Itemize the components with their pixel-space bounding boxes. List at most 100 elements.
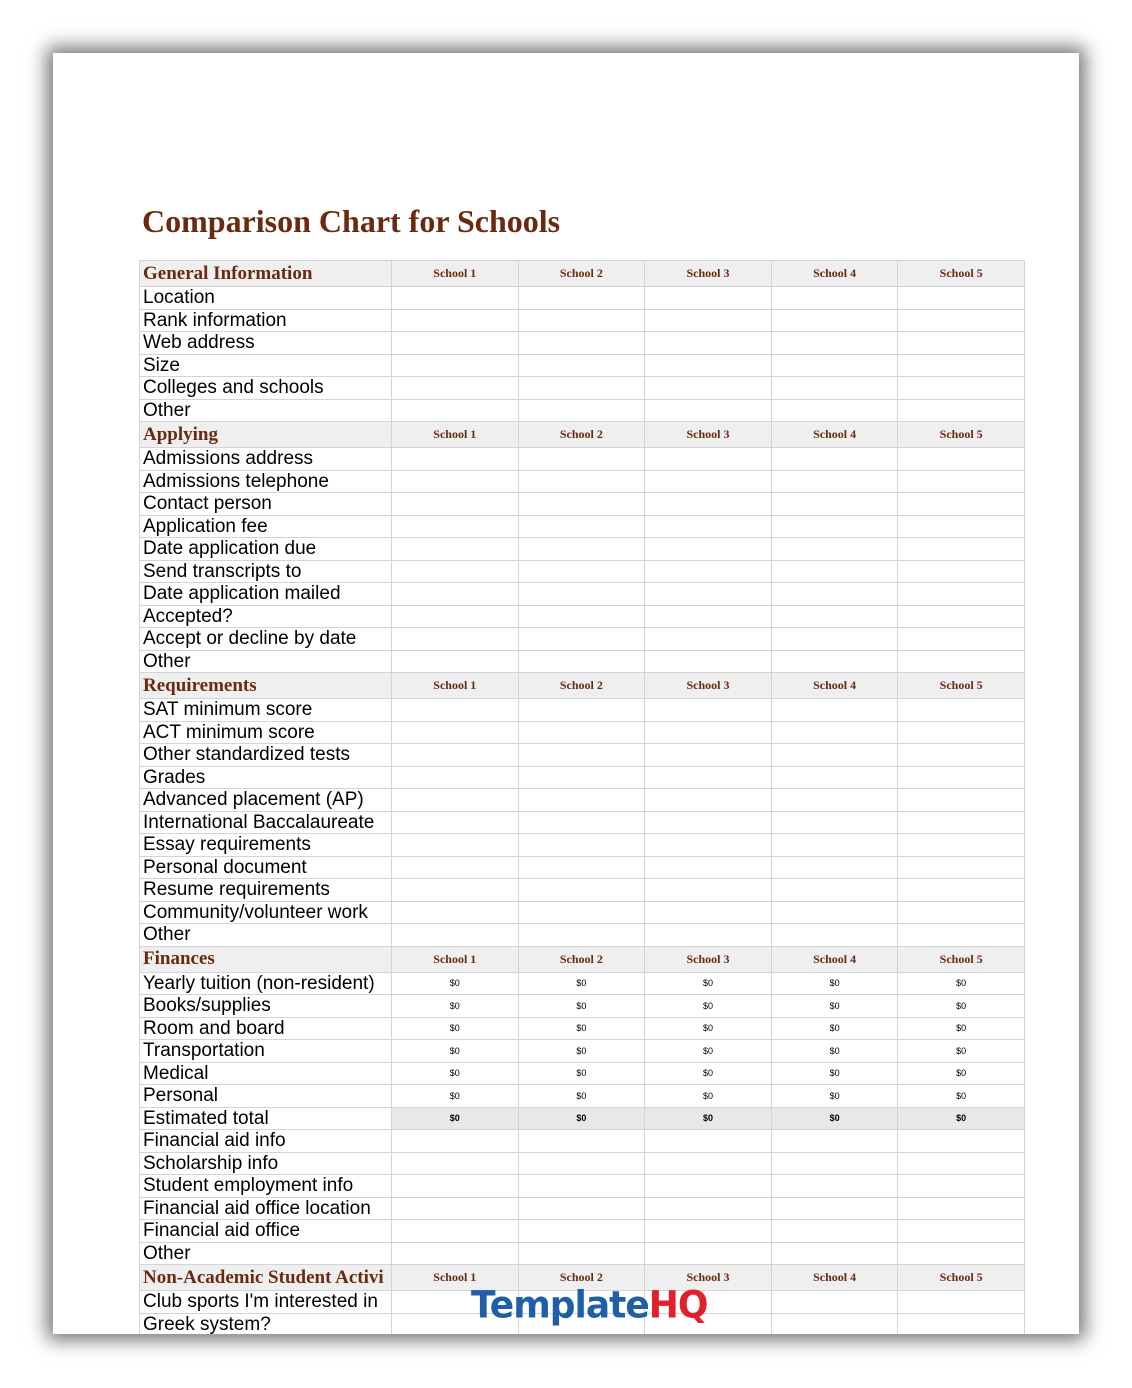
- value-cell[interactable]: $0: [897, 1016, 1025, 1040]
- value-cell[interactable]: $0: [897, 1039, 1025, 1063]
- value-cell[interactable]: [644, 649, 772, 673]
- value-cell[interactable]: [897, 833, 1025, 857]
- value-cell[interactable]: [517, 376, 646, 400]
- value-cell[interactable]: $0: [517, 1039, 646, 1063]
- value-cell[interactable]: [644, 559, 772, 583]
- value-cell[interactable]: [897, 810, 1025, 834]
- value-cell[interactable]: [770, 286, 899, 310]
- value-cell[interactable]: [644, 582, 772, 606]
- value-cell[interactable]: [770, 604, 899, 628]
- value-cell[interactable]: [517, 398, 646, 422]
- value-cell[interactable]: [391, 398, 519, 422]
- value-cell[interactable]: [770, 900, 899, 924]
- value-cell[interactable]: [644, 923, 772, 947]
- value-cell[interactable]: [644, 398, 772, 422]
- value-cell[interactable]: [391, 1174, 519, 1198]
- value-cell[interactable]: [391, 469, 519, 493]
- value-cell[interactable]: [517, 353, 646, 377]
- value-cell[interactable]: [644, 788, 772, 812]
- value-cell[interactable]: [517, 698, 646, 722]
- value-cell[interactable]: [644, 1174, 772, 1198]
- value-cell[interactable]: [897, 447, 1025, 471]
- value-cell[interactable]: [517, 447, 646, 471]
- value-cell[interactable]: [517, 469, 646, 493]
- value-cell[interactable]: [644, 698, 772, 722]
- value-cell[interactable]: [517, 1174, 646, 1198]
- value-cell[interactable]: [770, 833, 899, 857]
- value-cell[interactable]: [770, 698, 899, 722]
- value-cell[interactable]: $0: [391, 1039, 519, 1063]
- value-cell[interactable]: [644, 855, 772, 879]
- value-cell[interactable]: [391, 627, 519, 651]
- value-cell[interactable]: $0: [517, 1106, 646, 1130]
- value-cell[interactable]: [391, 582, 519, 606]
- value-cell[interactable]: [517, 788, 646, 812]
- value-cell[interactable]: [644, 627, 772, 651]
- value-cell[interactable]: [644, 353, 772, 377]
- value-cell[interactable]: [517, 1151, 646, 1175]
- value-cell[interactable]: [391, 1129, 519, 1153]
- value-cell[interactable]: $0: [391, 1106, 519, 1130]
- value-cell[interactable]: $0: [391, 1016, 519, 1040]
- value-cell[interactable]: [770, 627, 899, 651]
- value-cell[interactable]: [770, 923, 899, 947]
- value-cell[interactable]: [770, 469, 899, 493]
- value-cell[interactable]: [897, 1219, 1025, 1243]
- value-cell[interactable]: [644, 514, 772, 538]
- value-cell[interactable]: [391, 286, 519, 310]
- value-cell[interactable]: [897, 308, 1025, 332]
- value-cell[interactable]: [897, 627, 1025, 651]
- value-cell[interactable]: [391, 604, 519, 628]
- value-cell[interactable]: [391, 353, 519, 377]
- value-cell[interactable]: [644, 720, 772, 744]
- value-cell[interactable]: [644, 833, 772, 857]
- value-cell[interactable]: [770, 331, 899, 355]
- value-cell[interactable]: [770, 1219, 899, 1243]
- value-cell[interactable]: [897, 286, 1025, 310]
- value-cell[interactable]: [517, 720, 646, 744]
- value-cell[interactable]: [517, 1129, 646, 1153]
- value-cell[interactable]: [644, 286, 772, 310]
- value-cell[interactable]: [517, 286, 646, 310]
- value-cell[interactable]: [644, 743, 772, 767]
- value-cell[interactable]: [770, 1196, 899, 1220]
- value-cell[interactable]: [897, 788, 1025, 812]
- value-cell[interactable]: $0: [770, 1039, 899, 1063]
- value-cell[interactable]: [770, 376, 899, 400]
- value-cell[interactable]: [770, 492, 899, 516]
- value-cell[interactable]: [391, 923, 519, 947]
- value-cell[interactable]: [770, 1241, 899, 1265]
- value-cell[interactable]: [897, 1241, 1025, 1265]
- value-cell[interactable]: [517, 743, 646, 767]
- value-cell[interactable]: $0: [517, 994, 646, 1018]
- value-cell[interactable]: [897, 720, 1025, 744]
- value-cell[interactable]: $0: [391, 1084, 519, 1108]
- value-cell[interactable]: [897, 878, 1025, 902]
- value-cell[interactable]: [897, 698, 1025, 722]
- value-cell[interactable]: $0: [770, 1016, 899, 1040]
- value-cell[interactable]: $0: [391, 971, 519, 995]
- value-cell[interactable]: $0: [897, 1084, 1025, 1108]
- value-cell[interactable]: [391, 855, 519, 879]
- value-cell[interactable]: [644, 765, 772, 789]
- value-cell[interactable]: [897, 765, 1025, 789]
- value-cell[interactable]: [897, 514, 1025, 538]
- value-cell[interactable]: [644, 1196, 772, 1220]
- value-cell[interactable]: [897, 1174, 1025, 1198]
- value-cell[interactable]: $0: [644, 1039, 772, 1063]
- value-cell[interactable]: [897, 331, 1025, 355]
- value-cell[interactable]: [770, 559, 899, 583]
- value-cell[interactable]: [644, 900, 772, 924]
- value-cell[interactable]: [897, 559, 1025, 583]
- value-cell[interactable]: $0: [391, 1061, 519, 1085]
- value-cell[interactable]: [644, 447, 772, 471]
- value-cell[interactable]: [644, 308, 772, 332]
- value-cell[interactable]: $0: [644, 994, 772, 1018]
- value-cell[interactable]: [770, 398, 899, 422]
- value-cell[interactable]: $0: [517, 971, 646, 995]
- value-cell[interactable]: [770, 1151, 899, 1175]
- value-cell[interactable]: [644, 810, 772, 834]
- value-cell[interactable]: [644, 1219, 772, 1243]
- value-cell[interactable]: $0: [517, 1084, 646, 1108]
- value-cell[interactable]: $0: [391, 994, 519, 1018]
